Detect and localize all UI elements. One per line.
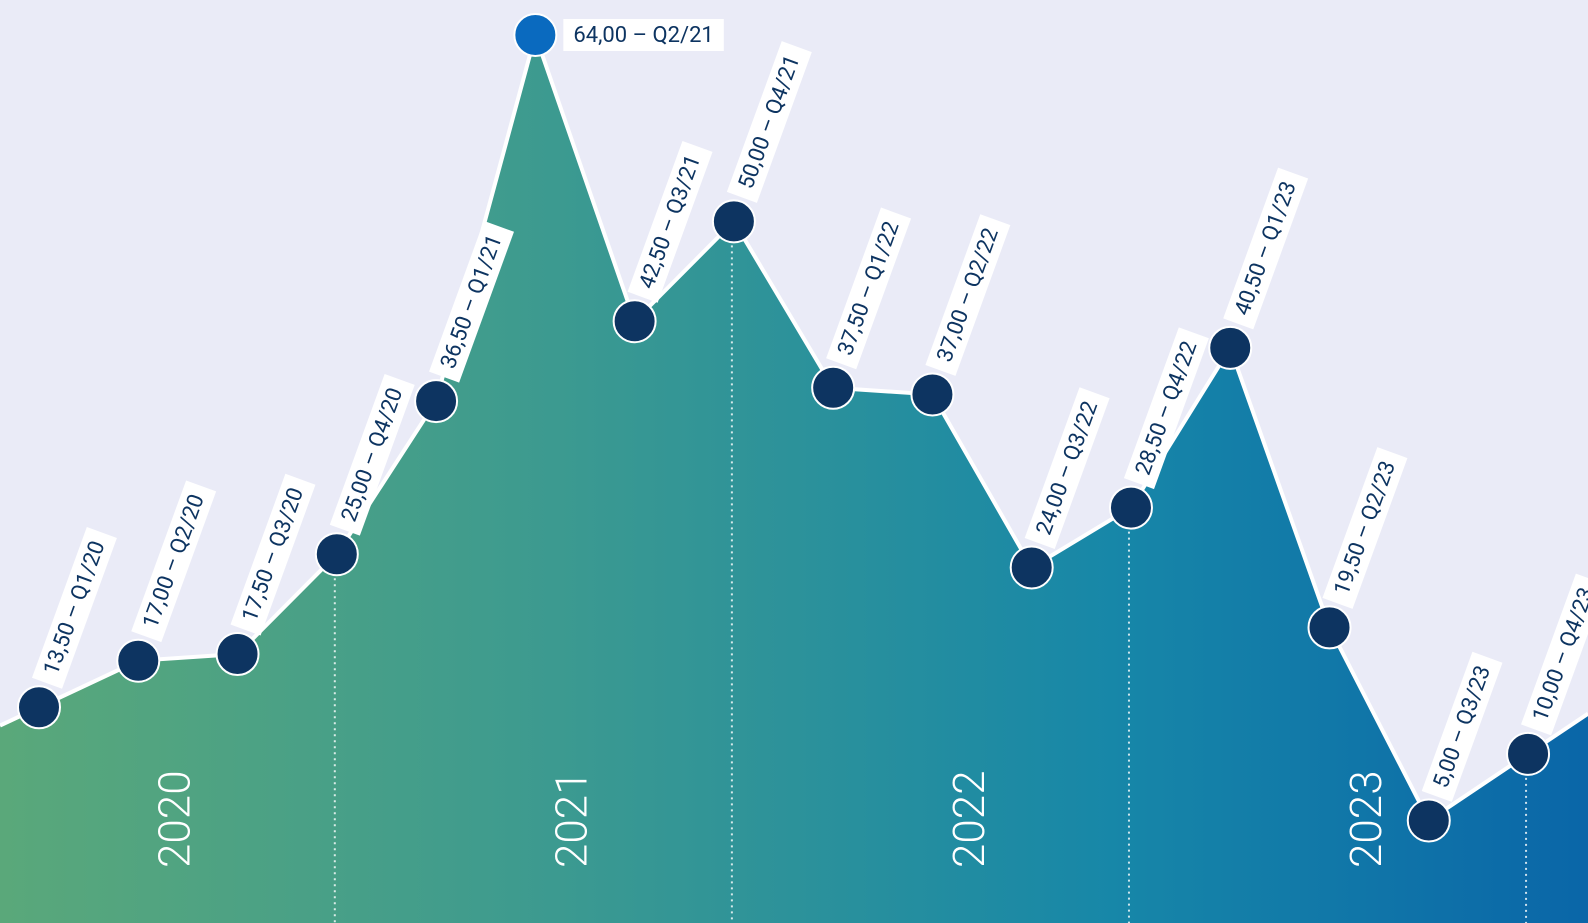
data-point — [1009, 545, 1054, 590]
data-point — [414, 379, 459, 424]
value-label: 64,00 – Q2/21 — [573, 23, 713, 48]
value-label: 37,50 – Q1/22 — [833, 218, 905, 359]
data-point — [17, 685, 61, 730]
data-point — [215, 632, 260, 677]
value-label: 37,00 – Q2/22 — [932, 225, 1004, 366]
label-box — [1322, 447, 1408, 609]
label-box — [230, 473, 316, 636]
point-label: 37,50 – Q1/22 — [826, 207, 912, 370]
label-box — [429, 220, 514, 383]
year-label: 2023 — [1340, 770, 1392, 868]
line — [38, 28, 1530, 824]
year-label: 2020 — [149, 770, 201, 868]
value-label: 19,50 – Q2/23 — [1329, 458, 1401, 599]
value-label: 40,50 – Q1/23 — [1230, 178, 1302, 319]
point-label: 17,00 – Q2/20 — [131, 480, 217, 643]
point-label: 50,00 – Q4/21 — [726, 41, 812, 203]
label-box — [329, 373, 415, 536]
value-label: 17,00 – Q2/20 — [138, 491, 210, 632]
label-box — [1024, 387, 1110, 549]
area-fill — [0, 35, 1588, 923]
point-label: 10,00 – Q4/23 — [1521, 573, 1588, 736]
data-point — [1506, 731, 1551, 776]
data-point — [1307, 605, 1352, 650]
point-label: 19,50 – Q2/23 — [1322, 447, 1408, 609]
label-box — [31, 527, 117, 689]
value-label: 24,00 – Q3/22 — [1032, 398, 1104, 539]
data-point — [1406, 798, 1451, 843]
label-box — [826, 207, 912, 370]
label-box — [1123, 327, 1209, 490]
year-label: 2021 — [546, 770, 598, 868]
label-box — [1223, 167, 1309, 330]
label-box — [627, 140, 713, 303]
point-label: 40,50 – Q1/23 — [1223, 167, 1309, 330]
label-box — [131, 480, 217, 643]
data-point — [1108, 485, 1153, 530]
point-label: 13,50 – Q1/20 — [31, 527, 117, 689]
label-box — [563, 19, 724, 51]
data-point — [314, 532, 359, 577]
label-box — [726, 41, 812, 203]
value-label: 50,00 – Q4/21 — [734, 52, 806, 193]
point-label: 24,00 – Q3/22 — [1024, 387, 1110, 549]
data-point — [910, 372, 955, 417]
label-box — [925, 214, 1011, 376]
label-box — [1421, 651, 1503, 802]
data-point — [711, 199, 756, 244]
label-box — [1521, 573, 1588, 736]
year-label: 2022 — [943, 770, 995, 868]
data-point — [1208, 325, 1253, 370]
point-label: 37,00 – Q2/22 — [925, 214, 1011, 376]
data-point — [116, 638, 161, 683]
data-point — [513, 13, 558, 57]
data-point — [811, 365, 856, 410]
data-point — [612, 299, 657, 344]
value-label: 13,50 – Q1/20 — [39, 538, 111, 679]
point-label: 64,00 – Q2/21 — [563, 19, 724, 51]
